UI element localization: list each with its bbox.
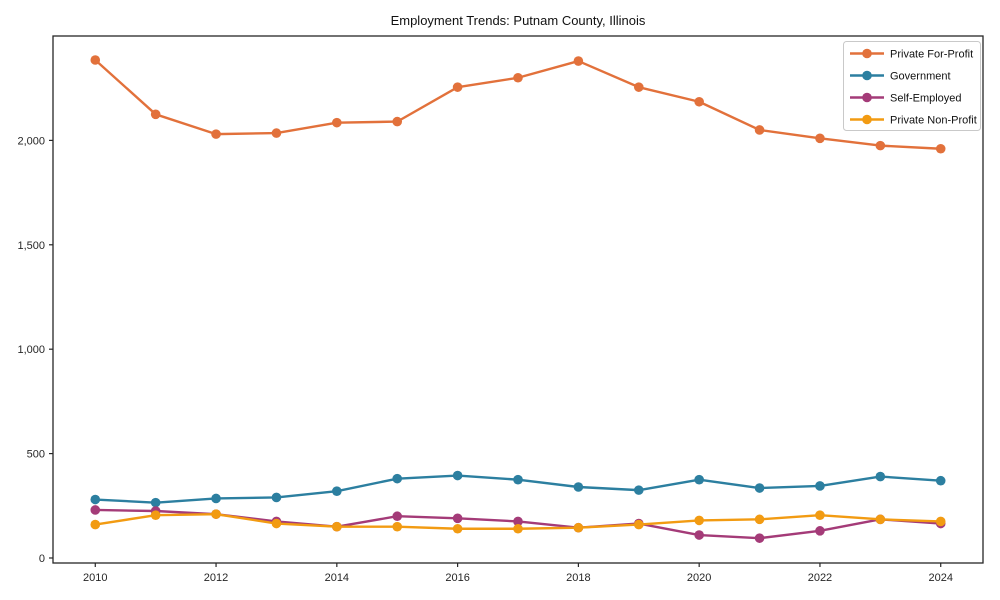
series-private-for-profit — [90, 55, 946, 154]
data-point-self-employed — [754, 533, 765, 543]
data-point-government — [573, 482, 584, 492]
y-tick-label: 2,000 — [17, 135, 45, 147]
data-point-government — [150, 497, 161, 508]
data-point-government — [452, 470, 463, 481]
data-point-private-non-profit — [452, 523, 463, 534]
data-point-self-employed — [694, 530, 704, 540]
data-point-government — [392, 473, 403, 484]
legend-marker — [862, 70, 872, 81]
data-point-self-employed — [392, 511, 403, 522]
data-point-private-for-profit — [573, 56, 584, 66]
data-point-government — [754, 483, 765, 493]
data-point-government — [271, 492, 282, 503]
data-point-government — [90, 494, 101, 505]
data-point-self-employed — [513, 516, 523, 527]
data-point-private-for-profit — [392, 116, 403, 127]
data-point-government — [211, 493, 221, 504]
x-tick-label: 2016 — [445, 572, 469, 584]
data-point-private-for-profit — [90, 55, 101, 65]
data-point-private-for-profit — [452, 82, 463, 92]
data-point-private-for-profit — [935, 143, 946, 154]
data-point-private-non-profit — [573, 522, 584, 533]
data-point-private-for-profit — [513, 72, 523, 83]
data-point-government — [633, 485, 644, 495]
data-point-private-for-profit — [754, 125, 765, 135]
x-axis: 2010 2012 2014 2016 2018 2020 2022 2024 — [83, 563, 953, 584]
series-government — [90, 470, 946, 508]
data-point-private-non-profit — [332, 521, 342, 532]
x-tick-label: 2010 — [83, 572, 107, 584]
data-point-private-non-profit — [90, 519, 101, 530]
y-tick-label: 0 — [39, 553, 45, 565]
y-axis: 0 500 1,000 1,500 2,000 — [17, 135, 53, 565]
data-point-private-non-profit — [392, 521, 403, 532]
x-tick-label: 2014 — [325, 572, 349, 584]
data-point-private-for-profit — [815, 133, 825, 144]
data-point-private-for-profit — [332, 117, 342, 128]
data-point-government — [694, 474, 704, 485]
data-point-self-employed — [815, 526, 825, 536]
data-point-private-for-profit — [150, 109, 161, 120]
x-tick-label: 2018 — [566, 572, 590, 584]
data-point-private-non-profit — [754, 514, 765, 525]
legend-marker — [862, 48, 872, 59]
data-point-private-for-profit — [633, 82, 644, 92]
legend-marker — [862, 92, 872, 103]
y-tick-label: 500 — [27, 449, 45, 461]
x-tick-label: 2020 — [687, 572, 711, 584]
series-private-non-profit — [90, 509, 946, 534]
plot-frame — [52, 35, 984, 564]
data-point-private-for-profit — [694, 96, 704, 107]
data-point-private-non-profit — [633, 519, 644, 530]
data-point-government — [875, 471, 886, 482]
data-point-self-employed — [452, 513, 463, 524]
legend-item-label: Government — [890, 71, 951, 83]
data-point-private-for-profit — [875, 140, 886, 151]
x-tick-label: 2012 — [204, 572, 228, 584]
legend-marker — [862, 114, 872, 125]
legend-item-label: Private Non-Profit — [890, 115, 977, 127]
y-tick-label: 1,500 — [17, 240, 45, 252]
data-point-private-non-profit — [694, 515, 704, 526]
data-point-private-non-profit — [935, 516, 946, 527]
data-point-private-for-profit — [271, 128, 282, 138]
data-point-private-non-profit — [271, 518, 282, 529]
legend: Private For-Profit Government Self-Employe… — [843, 41, 981, 131]
data-point-government — [332, 486, 342, 496]
x-tick-label: 2022 — [808, 572, 832, 584]
legend-item-label: Self-Employed — [890, 93, 962, 105]
data-point-government — [935, 475, 946, 486]
y-tick-label: 1,000 — [17, 344, 45, 356]
data-point-government — [513, 474, 523, 485]
data-point-private-non-profit — [875, 514, 886, 525]
legend-item-label: Private For-Profit — [890, 49, 973, 61]
data-point-private-non-profit — [150, 510, 161, 520]
data-point-government — [815, 481, 825, 491]
data-point-private-non-profit — [815, 510, 825, 520]
x-tick-label: 2024 — [928, 572, 952, 584]
data-point-private-non-profit — [211, 509, 221, 519]
legend-box — [843, 41, 981, 131]
data-point-private-for-profit — [211, 129, 221, 139]
data-point-self-employed — [90, 505, 101, 515]
chart-title: Employment Trends: Putnam County, Illino… — [390, 13, 646, 28]
data-point-private-non-profit — [513, 523, 523, 534]
